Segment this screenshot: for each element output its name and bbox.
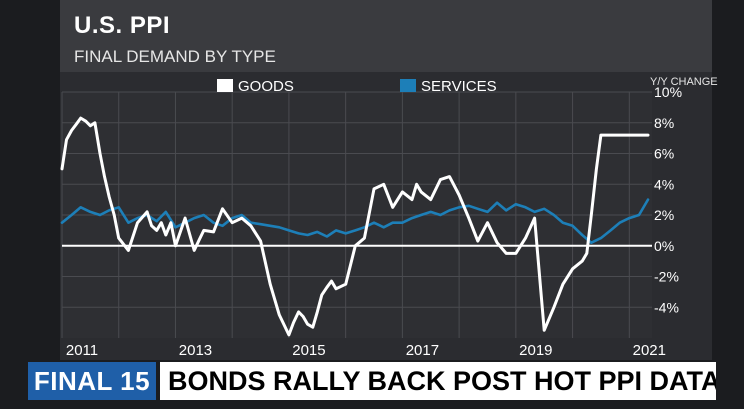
x-tick-label: 2015 xyxy=(292,342,325,359)
y-tick-label: 6% xyxy=(654,146,674,162)
x-tick-label: 2013 xyxy=(179,342,212,359)
x-tick-label: 2011 xyxy=(66,342,98,359)
ticker-badge: FINAL 15 xyxy=(28,362,156,400)
series-line-services xyxy=(60,198,650,244)
y-tick-label: 2% xyxy=(654,207,674,223)
x-tick-label: 2019 xyxy=(519,342,552,359)
chart-subtitle: FINAL DEMAND BY TYPE xyxy=(74,47,276,66)
x-tick-label: 2021 xyxy=(633,342,666,359)
legend-swatch-services xyxy=(400,79,416,92)
y-tick-label: 0% xyxy=(654,238,674,254)
series-line-goods xyxy=(60,116,650,337)
y-axis-label: Y/Y CHANGE xyxy=(650,76,718,88)
y-tick-label: -2% xyxy=(654,269,679,285)
y-tick-label: -4% xyxy=(654,299,679,315)
chart-header xyxy=(60,0,712,72)
y-tick-label: 4% xyxy=(654,176,674,192)
x-tick-label: 2017 xyxy=(406,342,439,359)
y-tick-label: 10% xyxy=(654,84,682,100)
chart-title: U.S. PPI xyxy=(74,12,171,39)
y-tick-label: 8% xyxy=(654,115,674,131)
legend-label-services: SERVICES xyxy=(421,78,497,95)
legend-swatch-goods xyxy=(217,79,233,92)
legend-label-goods: GOODS xyxy=(238,78,294,95)
ticker-headline: BONDS RALLY BACK POST HOT PPI DATA xyxy=(160,362,716,400)
lower-third-ticker: FINAL 15 BONDS RALLY BACK POST HOT PPI D… xyxy=(28,362,716,400)
